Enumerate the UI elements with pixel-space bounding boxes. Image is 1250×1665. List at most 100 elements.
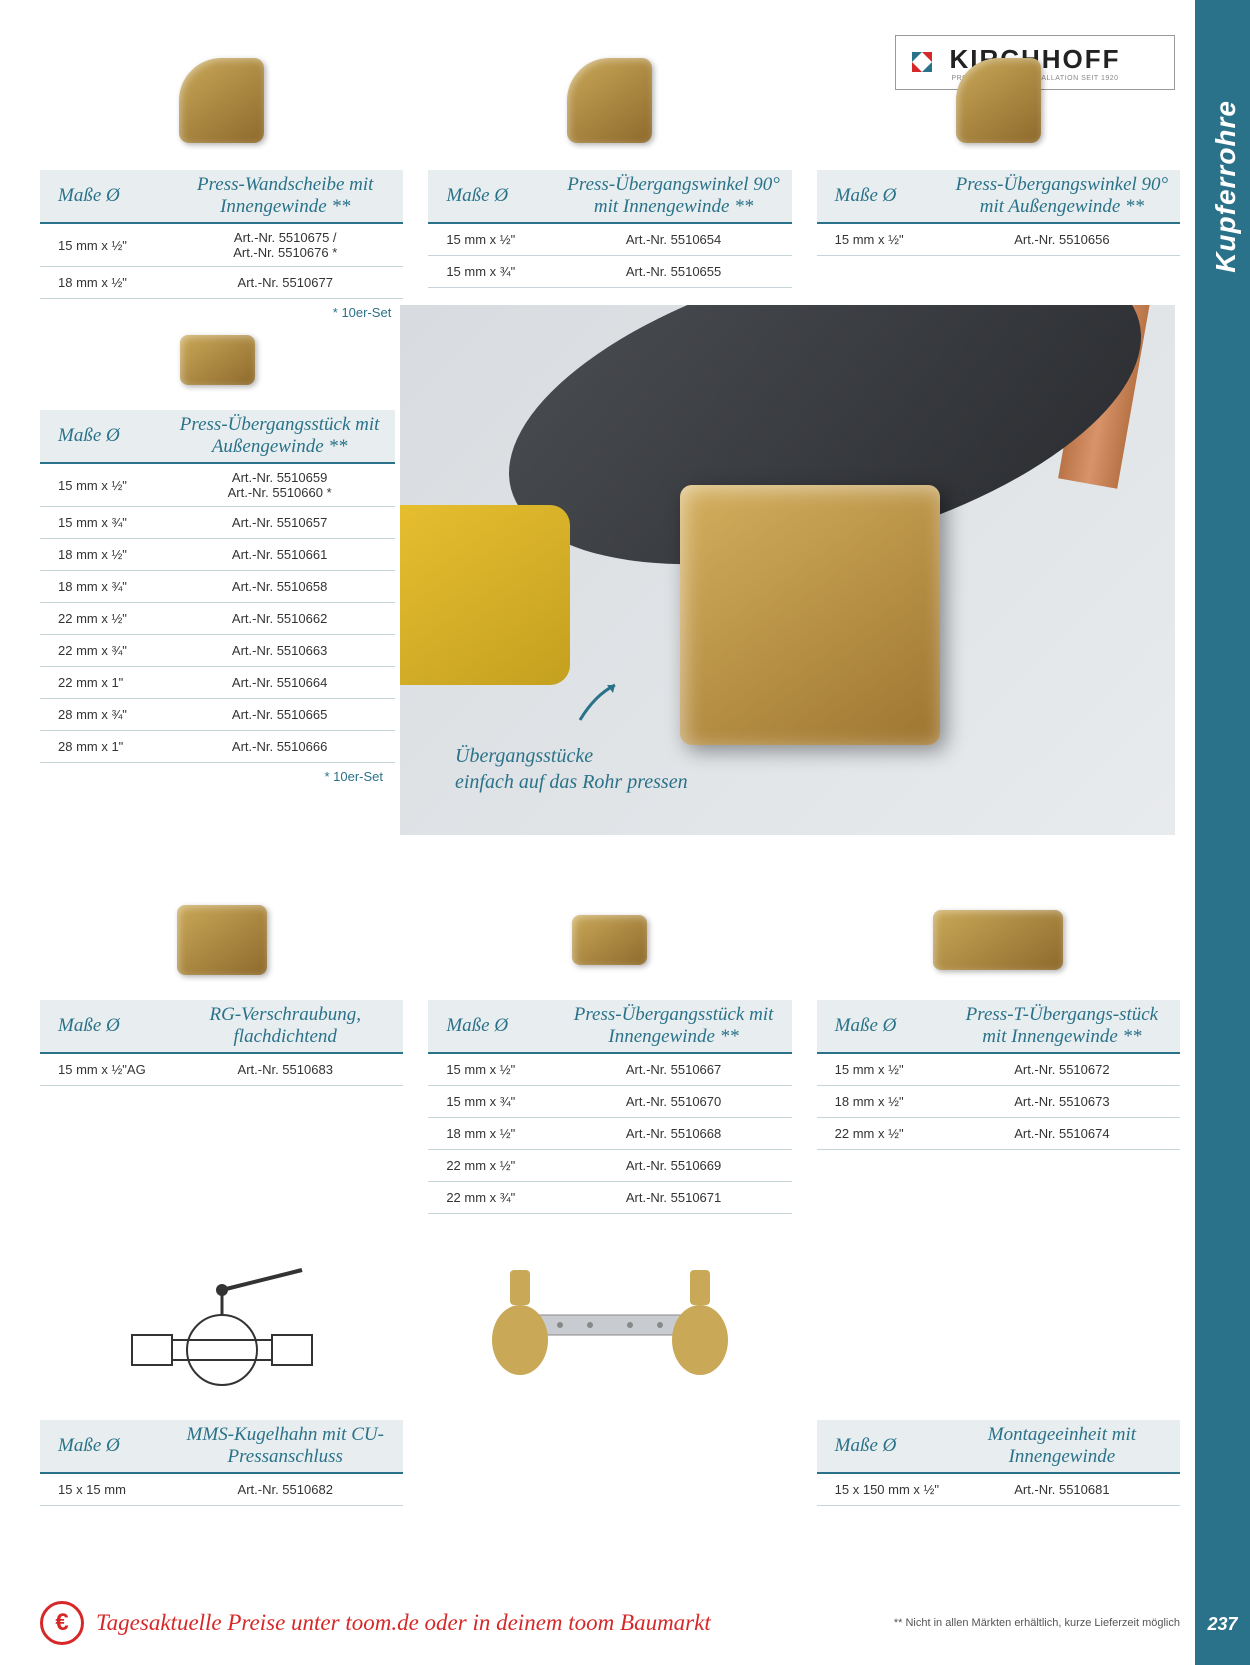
size-header: Maße Ø <box>428 1015 555 1037</box>
euro-icon: € <box>40 1601 84 1645</box>
product-p9: Maße Ø Montageeinheit mit Innengewinde 1… <box>817 1230 1180 1506</box>
article-number: Art.-Nr. 5510670 <box>555 1094 791 1109</box>
article-number: Art.-Nr. 5510671 <box>555 1190 791 1205</box>
size: 22 mm x 1" <box>40 675 164 690</box>
article-number: Art.-Nr. 5510657 <box>164 515 395 530</box>
size: 15 mm x ½" <box>40 478 164 493</box>
article-number: Art.-Nr. 5510675 / Art.-Nr. 5510676 * <box>167 230 403 260</box>
hero-line2: einfach auf das Rohr pressen <box>455 771 688 793</box>
product-title: Press-Übergangsstück mit Außengewinde ** <box>164 414 395 458</box>
size-header: Maße Ø <box>428 185 555 207</box>
table-row: 22 mm x ¾"Art.-Nr. 5510671 <box>428 1182 791 1214</box>
size: 15 x 150 mm x ½" <box>817 1482 944 1497</box>
table-row: 28 mm x ¾"Art.-Nr. 5510665 <box>40 699 395 731</box>
table-row: 15 mm x ½"Art.-Nr. 5510672 <box>817 1054 1180 1086</box>
table-row: 15 mm x ¾"Art.-Nr. 5510670 <box>428 1086 791 1118</box>
hero-line1: Übergangsstücke <box>455 745 593 767</box>
table-row: 15 mm x ½"Art.-Nr. 5510667 <box>428 1054 791 1086</box>
product-image <box>817 880 1180 1000</box>
table-header: Maße Ø Press-Übergangsstück mit Innengew… <box>428 1000 791 1054</box>
size: 15 mm x ½" <box>428 232 555 247</box>
size: 22 mm x ½" <box>428 1158 555 1173</box>
article-number: Art.-Nr. 5510682 <box>167 1482 403 1497</box>
size: 15 mm x ¾" <box>428 1094 555 1109</box>
size: 18 mm x ½" <box>428 1126 555 1141</box>
size: 18 mm x ½" <box>40 547 164 562</box>
table-row: 15 mm x ½" Art.-Nr. 5510675 / Art.-Nr. 5… <box>40 224 403 267</box>
size: 15 x 15 mm <box>40 1482 167 1497</box>
size: 15 mm x ½"AG <box>40 1062 167 1077</box>
article-number: Art.-Nr. 5510681 <box>944 1482 1180 1497</box>
size: 22 mm x ½" <box>817 1126 944 1141</box>
article-number: Art.-Nr. 5510662 <box>164 611 395 626</box>
product-p4: Maße Ø Press-Übergangsstück mit Außengew… <box>40 310 395 784</box>
product-title: Press-Übergangswinkel 90° mit Außengewin… <box>944 174 1180 218</box>
footer-text: Tagesaktuelle Preise unter toom.de oder … <box>96 1610 882 1636</box>
product-title: Press-T-Übergangs-stück mit Innengewinde… <box>944 1004 1180 1048</box>
mount-unit-image <box>428 1230 791 1506</box>
article-number: Art.-Nr. 5510654 <box>555 232 791 247</box>
article-number: Art.-Nr. 5510666 <box>164 739 395 754</box>
hero-photo: Übergangsstücke einfach auf das Rohr pre… <box>400 305 1175 835</box>
size: 15 mm x ¾" <box>40 515 164 530</box>
table-row: 15 x 15 mmArt.-Nr. 5510682 <box>40 1474 403 1506</box>
catalog-page: Kupferrohre 237 KIRCHHOFF PROFESSIONELLE… <box>0 0 1250 1665</box>
product-image <box>428 880 791 1000</box>
size: 22 mm x ¾" <box>40 643 164 658</box>
article-number: Art.-Nr. 5510661 <box>164 547 395 562</box>
product-image <box>817 30 1180 170</box>
size: 18 mm x ¾" <box>40 579 164 594</box>
table-row: 15 mm x ½" Art.-Nr. 5510654 <box>428 224 791 256</box>
table-header: Maße Ø Press-T-Übergangs-stück mit Innen… <box>817 1000 1180 1054</box>
table-row: 22 mm x 1"Art.-Nr. 5510664 <box>40 667 395 699</box>
product-row-1: Maße Ø Press-Wandscheibe mit Innengewind… <box>40 30 1180 320</box>
size: 18 mm x ½" <box>817 1094 944 1109</box>
size: 28 mm x ¾" <box>40 707 164 722</box>
product-title: Press-Übergangsstück mit Innengewinde ** <box>555 1004 791 1048</box>
size-header: Maße Ø <box>817 1435 944 1457</box>
product-image <box>428 30 791 170</box>
table-row: 18 mm x ½"Art.-Nr. 5510661 <box>40 539 395 571</box>
table-row: 22 mm x ½"Art.-Nr. 5510669 <box>428 1150 791 1182</box>
table-row: 15 mm x ¾" Art.-Nr. 5510655 <box>428 256 791 288</box>
table-header: Maße Ø RG-Verschraubung, flachdichtend <box>40 1000 403 1054</box>
category-label: Kupferrohre <box>1210 100 1242 273</box>
article-number: Art.-Nr. 5510665 <box>164 707 395 722</box>
size-header: Maße Ø <box>40 425 164 447</box>
table-row: 18 mm x ½"Art.-Nr. 5510673 <box>817 1086 1180 1118</box>
product-row-3: Maße Ø RG-Verschraubung, flachdichtend 1… <box>40 880 1180 1214</box>
table-row: 15 mm x ½"AGArt.-Nr. 5510683 <box>40 1054 403 1086</box>
size-header: Maße Ø <box>817 1015 944 1037</box>
valve-drawing <box>40 1230 403 1420</box>
article-number: Art.-Nr. 5510669 <box>555 1158 791 1173</box>
table-row: 22 mm x ½"Art.-Nr. 5510674 <box>817 1118 1180 1150</box>
product-image <box>40 30 403 170</box>
product-p1: Maße Ø Press-Wandscheibe mit Innengewind… <box>40 30 403 320</box>
article-number: Art.-Nr. 5510672 <box>944 1062 1180 1077</box>
size: 15 mm x ½" <box>817 1062 944 1077</box>
article-number: Art.-Nr. 5510668 <box>555 1126 791 1141</box>
table-row: 18 mm x ½" Art.-Nr. 5510677 <box>40 267 403 299</box>
table-row: 28 mm x 1"Art.-Nr. 5510666 <box>40 731 395 763</box>
product-image <box>428 1230 791 1420</box>
article-number: Art.-Nr. 5510659 Art.-Nr. 5510660 * <box>164 470 395 500</box>
hero-caption: Übergangsstücke einfach auf das Rohr pre… <box>455 743 688 795</box>
table-header: Maße Ø Press-Übergangswinkel 90° mit Inn… <box>428 170 791 224</box>
product-p7: Maße Ø Press-T-Übergangs-stück mit Innen… <box>817 880 1180 1214</box>
page-number: 237 <box>1195 1614 1250 1635</box>
size: 28 mm x 1" <box>40 739 164 754</box>
product-title: Press-Wandscheibe mit Innengewinde ** <box>167 174 403 218</box>
size: 22 mm x ½" <box>40 611 164 626</box>
size-header: Maße Ø <box>40 185 167 207</box>
product-p2: Maße Ø Press-Übergangswinkel 90° mit Inn… <box>428 30 791 320</box>
product-p5: Maße Ø RG-Verschraubung, flachdichtend 1… <box>40 880 403 1214</box>
size: 22 mm x ¾" <box>428 1190 555 1205</box>
table-row: 18 mm x ¾"Art.-Nr. 5510658 <box>40 571 395 603</box>
table-row: 15 mm x ¾"Art.-Nr. 5510657 <box>40 507 395 539</box>
product-p3: Maße Ø Press-Übergangswinkel 90° mit Auß… <box>817 30 1180 320</box>
product-row-4: Maße Ø MMS-Kugelhahn mit CU-Pressanschlu… <box>40 1230 1180 1506</box>
article-number: Art.-Nr. 5510655 <box>555 264 791 279</box>
product-p6: Maße Ø Press-Übergangsstück mit Innengew… <box>428 880 791 1214</box>
set-note: * 10er-Set <box>40 763 395 784</box>
product-image <box>40 310 395 410</box>
